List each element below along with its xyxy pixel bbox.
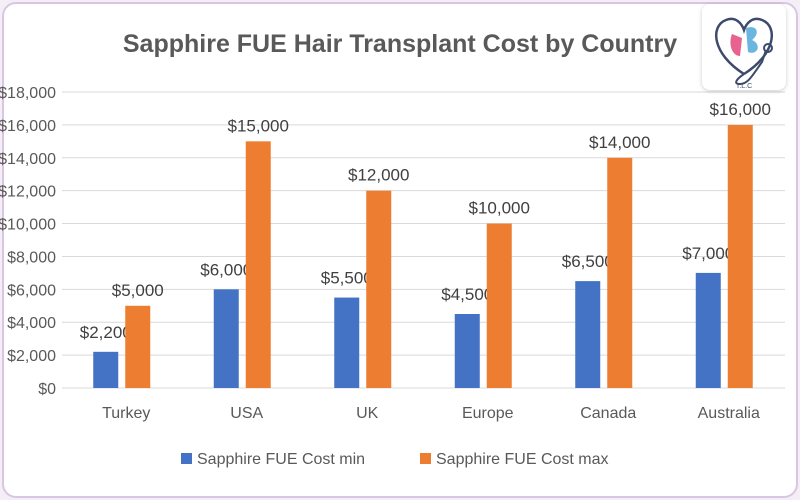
y-tick-label: $16,000 — [0, 118, 56, 135]
bar-min — [213, 289, 239, 388]
bar-max — [607, 157, 633, 388]
bar-max — [486, 223, 512, 388]
data-label: $6,000 — [200, 260, 252, 279]
x-tick-label: USA — [230, 405, 263, 422]
y-tick-label: $2,000 — [7, 348, 56, 365]
legend-swatch — [420, 453, 431, 464]
bar-min — [454, 314, 480, 388]
bar-min — [93, 351, 119, 388]
tlc-logo: T.L.C — [702, 4, 786, 90]
y-tick-label: $12,000 — [0, 184, 56, 201]
y-tick-label: $6,000 — [7, 282, 56, 299]
y-tick-label: $10,000 — [0, 217, 56, 234]
legend-label: Sapphire FUE Cost max — [436, 451, 609, 468]
data-label: $10,000 — [469, 199, 530, 218]
data-label: $12,000 — [348, 166, 409, 185]
bar-min — [334, 297, 360, 388]
y-tick-label: $0 — [38, 381, 56, 398]
bar-max — [125, 305, 151, 388]
bar-min — [695, 272, 721, 388]
x-tick-label: Europe — [462, 405, 514, 422]
y-tick-label: $8,000 — [7, 249, 56, 266]
legend-label: Sapphire FUE Cost min — [197, 451, 365, 468]
heart-stethoscope-icon: T.L.C — [714, 17, 774, 90]
legend-swatch — [181, 453, 192, 464]
data-label: $7,000 — [682, 244, 734, 263]
data-label: $2,200 — [80, 323, 132, 342]
data-label: $6,500 — [562, 252, 614, 271]
x-tick-label: Canada — [580, 405, 636, 422]
data-label: $4,500 — [441, 285, 493, 304]
y-tick-label: $18,000 — [0, 85, 56, 102]
y-tick-label: $4,000 — [7, 315, 56, 332]
data-label: $14,000 — [589, 133, 650, 152]
data-label: $15,000 — [228, 116, 289, 135]
svg-text:T.L.C: T.L.C — [736, 83, 752, 90]
data-label: $5,500 — [321, 269, 373, 288]
x-tick-label: Turkey — [102, 405, 150, 422]
bar-max — [245, 141, 271, 388]
bar-min — [575, 281, 601, 388]
x-tick-label: UK — [356, 405, 379, 422]
x-tick-label: Australia — [698, 405, 760, 422]
bar-max — [366, 190, 392, 388]
chart-title: Sapphire FUE Hair Transplant Cost by Cou… — [122, 30, 678, 58]
y-tick-label: $14,000 — [0, 151, 56, 168]
bar-max — [727, 124, 753, 388]
data-label: $5,000 — [112, 281, 164, 300]
data-label: $16,000 — [710, 100, 771, 119]
